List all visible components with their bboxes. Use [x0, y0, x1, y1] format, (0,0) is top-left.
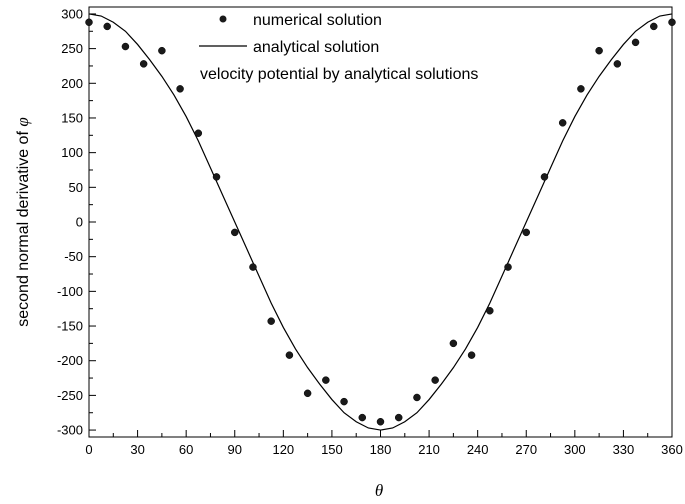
x-tick-label: 300 — [564, 442, 586, 457]
x-tick-label: 360 — [661, 442, 683, 457]
numerical-solution-point — [522, 228, 530, 237]
numerical-solution-point — [668, 18, 676, 27]
y-tick-label: 0 — [76, 215, 83, 230]
y-tick-label: 250 — [61, 41, 83, 56]
numerical-solution-point — [540, 173, 549, 181]
y-tick-label: -300 — [57, 423, 83, 438]
x-axis-ticks: 0 30 60 90 120 150 180 210 240 270 300 330 360 — [85, 430, 683, 457]
numerical-solution-point — [285, 351, 294, 359]
numerical-solution-point — [394, 413, 403, 422]
numerical-solution-point — [158, 46, 166, 55]
y-axis-title-text: second normal derivative of — [15, 127, 32, 327]
y-tick-label: 100 — [61, 145, 83, 160]
legend-label-numerical: numerical solution — [253, 12, 382, 29]
numerical-solution-point — [103, 22, 111, 31]
numerical-solution-point — [595, 46, 603, 55]
x-tick-label: 330 — [613, 442, 635, 457]
y-tick-label: -100 — [57, 284, 83, 299]
x-tick-label: 90 — [228, 442, 242, 457]
numerical-solution-point — [121, 42, 130, 51]
y-axis-title: second normal derivative of φ — [13, 117, 32, 327]
numerical-solution-point — [504, 263, 512, 271]
x-tick-label: 120 — [272, 442, 294, 457]
x-tick-label: 150 — [321, 442, 343, 457]
numerical-solution-point — [631, 38, 640, 47]
numerical-solution-point — [413, 393, 421, 402]
x-tick-label: 210 — [418, 442, 440, 457]
y-axis-ticks: 300 250 200 150 100 50 0 -50 -100 -150 -200 -250 -30… — [57, 6, 96, 438]
y-tick-label: -50 — [64, 249, 83, 264]
numerical-solution-point — [558, 119, 567, 127]
numerical-solution-point — [212, 173, 221, 181]
numerical-solution-point — [449, 339, 458, 348]
numerical-solution-point — [358, 413, 367, 422]
numerical-solution-point — [194, 129, 203, 137]
x-axis-title: θ — [375, 481, 383, 500]
x-tick-label: 270 — [515, 442, 537, 457]
y-tick-label: -150 — [57, 319, 83, 334]
y-tick-label: 200 — [61, 76, 83, 91]
y-tick-label: 50 — [69, 180, 83, 195]
numerical-solution-point — [249, 263, 257, 271]
numerical-solution-point — [340, 397, 348, 406]
x-tick-label: 180 — [370, 442, 392, 457]
x-tick-label: 0 — [85, 442, 92, 457]
y-axis-title-symbol: φ — [13, 117, 32, 126]
numerical-solution-point — [486, 307, 494, 315]
legend: numerical solution analytical solution v… — [199, 12, 478, 83]
numerical-solution-point — [322, 376, 330, 384]
analytical-solution-line — [88, 13, 673, 431]
numerical-solution-point — [231, 228, 239, 237]
numerical-solution-point — [139, 60, 148, 68]
legend-label-velocity-potential: velocity potential by analytical solutio… — [200, 66, 478, 83]
x-tick-label: 240 — [467, 442, 489, 457]
numerical-solution-point — [650, 22, 658, 31]
numerical-solution-point — [431, 376, 439, 384]
numerical-solution-point — [176, 85, 184, 93]
x-tick-label: 30 — [130, 442, 144, 457]
legend-label-analytical: analytical solution — [253, 39, 379, 56]
series-layer — [85, 13, 676, 431]
y-tick-label: 150 — [61, 110, 83, 125]
numerical-solution-point — [267, 317, 275, 325]
numerical-solution-point — [467, 351, 476, 359]
numerical-solution-point — [577, 85, 585, 93]
y-tick-label: -200 — [57, 353, 83, 368]
numerical-solution-point — [303, 389, 312, 398]
numerical-solution-point — [613, 60, 622, 68]
numerical-solution-point — [85, 18, 93, 27]
y-tick-label: 300 — [61, 6, 83, 21]
numerical-solution-point — [376, 417, 385, 426]
x-tick-label: 60 — [179, 442, 193, 457]
legend-marker-numerical — [219, 15, 227, 23]
y-tick-label: -250 — [57, 388, 83, 403]
